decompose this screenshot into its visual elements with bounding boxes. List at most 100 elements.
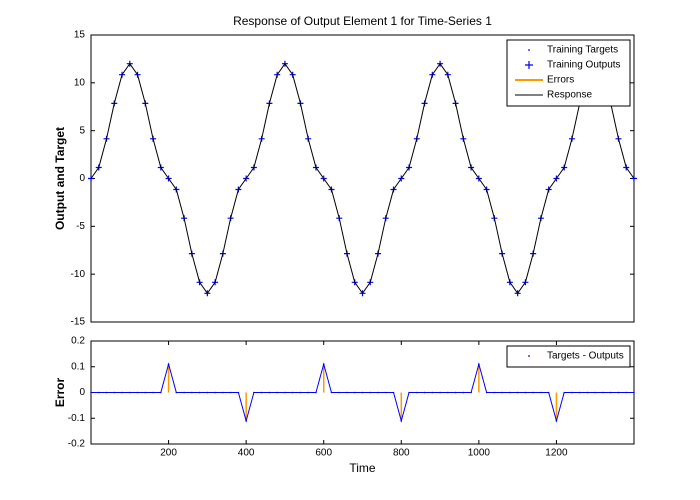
legend-label: Response (547, 90, 592, 101)
error-dot (307, 391, 310, 394)
error-dot (578, 391, 581, 394)
error-dot (229, 391, 232, 394)
error-dot (609, 391, 612, 394)
error-dot (594, 391, 597, 394)
error-dot (338, 391, 341, 394)
y-tick-label: 10 (74, 77, 86, 88)
error-dot (547, 391, 550, 394)
error-dot (167, 363, 170, 365)
error-dot (384, 391, 387, 394)
error-dot (602, 391, 604, 394)
error-dot (144, 391, 147, 394)
error-dot (175, 391, 178, 394)
legend-label: Training Outputs (547, 60, 621, 71)
y-tick-label: 0 (79, 173, 85, 184)
x-tick-label: 400 (238, 448, 255, 459)
error-dot (284, 391, 286, 394)
error-dot (160, 391, 162, 394)
error-dot (423, 391, 426, 394)
legend-label: Targets - Outputs (547, 351, 624, 362)
error-dot (90, 391, 92, 394)
error-dot (431, 391, 434, 394)
error-dot (509, 391, 511, 394)
y-tick-label: 0.1 (71, 361, 85, 372)
error-dot (128, 391, 131, 394)
error-dot (353, 391, 356, 394)
error-dot (330, 391, 333, 394)
error-dot (222, 391, 224, 394)
error-dot (276, 391, 278, 394)
error-dot (237, 391, 240, 394)
y-tick-label: -0.1 (68, 413, 86, 424)
y-axis-label: Error (53, 377, 67, 407)
error-dot (260, 391, 263, 394)
error-dot (121, 391, 123, 394)
error-dot (416, 391, 418, 394)
error-dot (516, 391, 519, 394)
error-dot (563, 391, 565, 394)
error-dot (105, 391, 108, 394)
legend-symbol (525, 61, 533, 69)
error-dot (633, 391, 635, 394)
error-dot (346, 391, 348, 394)
chart-title: Response of Output Element 1 for Time-Se… (233, 14, 492, 28)
error-dot (377, 391, 379, 394)
error-dot (206, 391, 209, 394)
x-tick-label: 600 (315, 448, 332, 459)
error-dot (183, 391, 185, 394)
error-dot (400, 420, 403, 422)
error-dot (361, 391, 364, 394)
series-layer (90, 362, 635, 423)
error-dot (524, 391, 527, 394)
error-dot (493, 391, 496, 394)
y-tick-label: -15 (71, 317, 86, 328)
error-dot (322, 363, 325, 365)
y-axis-label: Output and Target (53, 127, 67, 230)
y-tick-label: -10 (71, 269, 86, 280)
y-tick-label: 0 (79, 387, 85, 398)
legend-label: Errors (547, 75, 574, 86)
y-tick-label: -0.2 (68, 439, 86, 450)
error-dot (532, 391, 534, 394)
error-dot (501, 391, 503, 394)
error-dot (408, 391, 410, 394)
legend-box (506, 345, 631, 368)
x-tick-label: 1200 (545, 448, 568, 459)
error-dot (369, 391, 372, 394)
error-dot (245, 420, 247, 422)
x-tick-label: 800 (393, 448, 410, 459)
error-dot (462, 391, 465, 394)
error-dot (447, 391, 449, 394)
legend-symbol (528, 49, 530, 51)
error-dot (191, 391, 193, 394)
error-dot (454, 391, 457, 394)
error-dot (555, 420, 558, 422)
error-dot (152, 391, 154, 394)
y-tick-label: 5 (79, 125, 85, 136)
error-dot (478, 363, 480, 365)
error-dot (198, 391, 201, 394)
y-tick-label: 0.2 (71, 336, 85, 347)
error-dot (392, 391, 395, 394)
error-dot (253, 391, 255, 394)
error-dot (485, 391, 488, 394)
x-axis-label: Time (349, 461, 376, 475)
y-tick-label: 15 (74, 30, 86, 41)
error-dot (617, 391, 620, 394)
legend-symbol (528, 355, 530, 357)
error-dot (625, 391, 628, 394)
error-dot (291, 391, 294, 394)
response-line (90, 62, 635, 295)
error-dot (439, 391, 441, 394)
error-dot (571, 391, 573, 394)
x-tick-label: 1000 (468, 448, 491, 459)
error-dot (268, 391, 271, 394)
y-tick-label: -5 (76, 221, 85, 232)
error-dot (470, 391, 472, 394)
error-dot (97, 391, 100, 394)
legend-label: Training Targets (547, 45, 618, 56)
error-dot (113, 391, 116, 394)
error-dot (540, 391, 542, 394)
error-dot (136, 391, 139, 394)
